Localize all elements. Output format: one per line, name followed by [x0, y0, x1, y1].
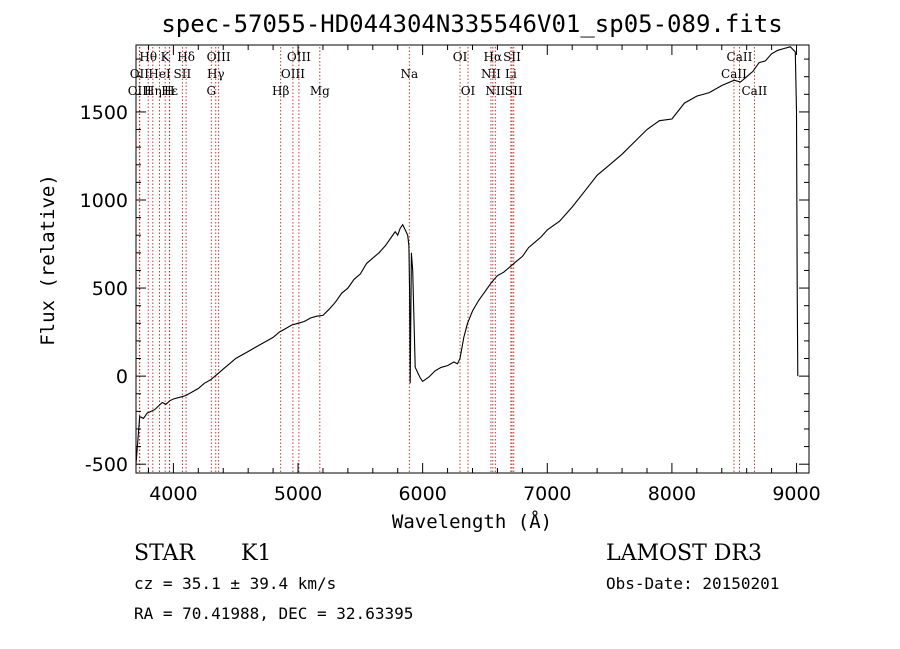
x-tick-label: 8000 — [648, 483, 696, 505]
spectral-line-label: OI — [461, 84, 476, 98]
spectral-line-label: H — [164, 84, 174, 98]
y-axis-label: Flux (relative) — [37, 174, 59, 346]
y-tick-label: -500 — [85, 454, 128, 476]
spectral-line-label: OIII — [128, 84, 152, 98]
spectral-line-label: G — [206, 84, 216, 98]
x-axis-ticks: 4000 5000 6000 7000 8000 9000 — [147, 45, 821, 505]
spectral-line-label: Na — [400, 67, 418, 81]
y-tick-label: 0 — [116, 366, 128, 388]
y-tick-label: 1500 — [80, 102, 128, 124]
spectral-line-label: K — [161, 50, 171, 64]
object-subclass: K1 — [241, 541, 271, 566]
spectral-line-label: Hδ — [177, 50, 195, 64]
spectral-line-label: SII — [505, 84, 523, 98]
spectral-line-label: SII — [503, 50, 521, 64]
spectral-line-label: OII — [130, 67, 150, 81]
spectral-line-label: Hγ — [207, 67, 225, 81]
y-tick-label: 500 — [92, 278, 128, 300]
survey-name: LAMOST DR3 — [606, 541, 762, 566]
object-class: STAR — [134, 541, 196, 566]
spectral-line-label: SII — [174, 67, 192, 81]
chart-title: spec-57055-HD044304N335546V01_sp05-089.f… — [161, 10, 782, 38]
x-tick-label: 4000 — [149, 483, 197, 505]
spectral-line-label: OIII — [207, 50, 231, 64]
spectral-line-label: NII — [481, 67, 501, 81]
x-tick-label: 6000 — [398, 483, 446, 505]
spectral-line-label: OIII — [281, 67, 305, 81]
spectral-line-markers — [138, 47, 755, 473]
plot-frame — [135, 44, 810, 474]
observation-date: Obs-Date: 20150201 — [606, 574, 779, 593]
redshift-velocity: cz = 35.1 ± 39.4 km/s — [134, 574, 336, 593]
x-tick-label: 5000 — [274, 483, 322, 505]
spectral-line-label: Li — [505, 67, 517, 81]
x-axis-label: Wavelength (Å) — [392, 510, 552, 533]
spectral-line-label: HeI — [148, 67, 171, 81]
spectral-line-label: Hβ — [272, 84, 289, 98]
y-tick-label: 1000 — [80, 190, 128, 212]
x-tick-label: 9000 — [772, 483, 820, 505]
spectrum-series-line — [135, 46, 799, 465]
spectral-line-label: Hθ — [139, 50, 157, 64]
spectral-line-label: Mg — [310, 84, 330, 98]
y-axis-ticks: -500 0 500 1000 1500 — [80, 58, 809, 476]
spectral-line-label: OIII — [287, 50, 311, 64]
spectral-line-label: CaII — [741, 84, 767, 98]
sky-coordinates: RA = 70.41988, DEC = 32.63395 — [134, 604, 413, 623]
spectral-line-label: CaII — [721, 67, 747, 81]
spectral-line-label: CaII — [727, 50, 753, 64]
spectral-line-label: Hε — [161, 84, 178, 98]
spectral-line-label: Hα — [484, 50, 503, 64]
spectral-line-label: OI — [453, 50, 468, 64]
spectral-line-label: NII — [485, 84, 505, 98]
x-tick-label: 7000 — [523, 483, 571, 505]
spectral-line-label: Hη — [144, 84, 162, 98]
